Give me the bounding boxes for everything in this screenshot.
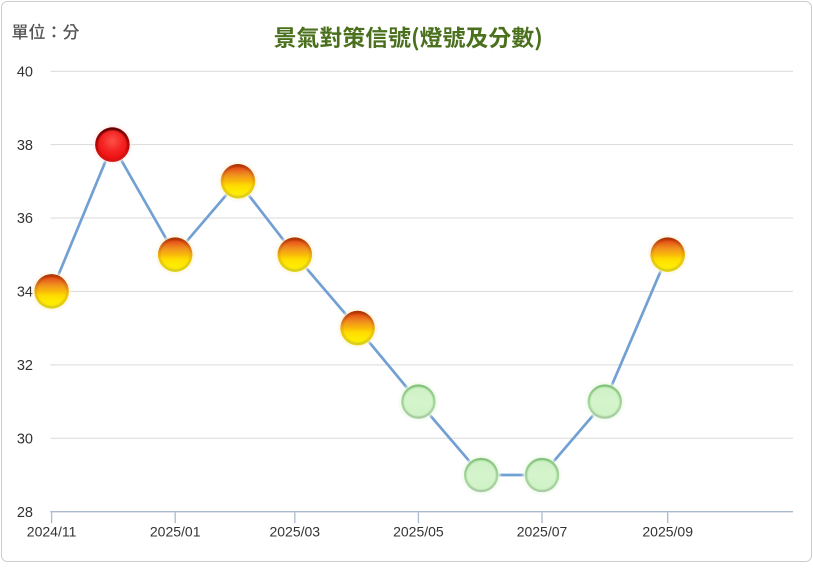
svg-text:2025/05: 2025/05 [393,524,444,540]
svg-text:2025/01: 2025/01 [150,524,201,540]
svg-text:2025/03: 2025/03 [269,524,320,540]
svg-text:28: 28 [17,505,33,521]
svg-text:2025/09: 2025/09 [642,524,693,540]
svg-text:38: 38 [17,138,33,154]
svg-text:30: 30 [17,432,33,448]
svg-text:40: 40 [17,64,33,80]
svg-text:32: 32 [17,358,33,374]
svg-text:2024/11: 2024/11 [27,524,77,540]
svg-text:34: 34 [17,285,33,301]
svg-text:36: 36 [17,211,33,227]
svg-text:2025/07: 2025/07 [517,524,568,540]
